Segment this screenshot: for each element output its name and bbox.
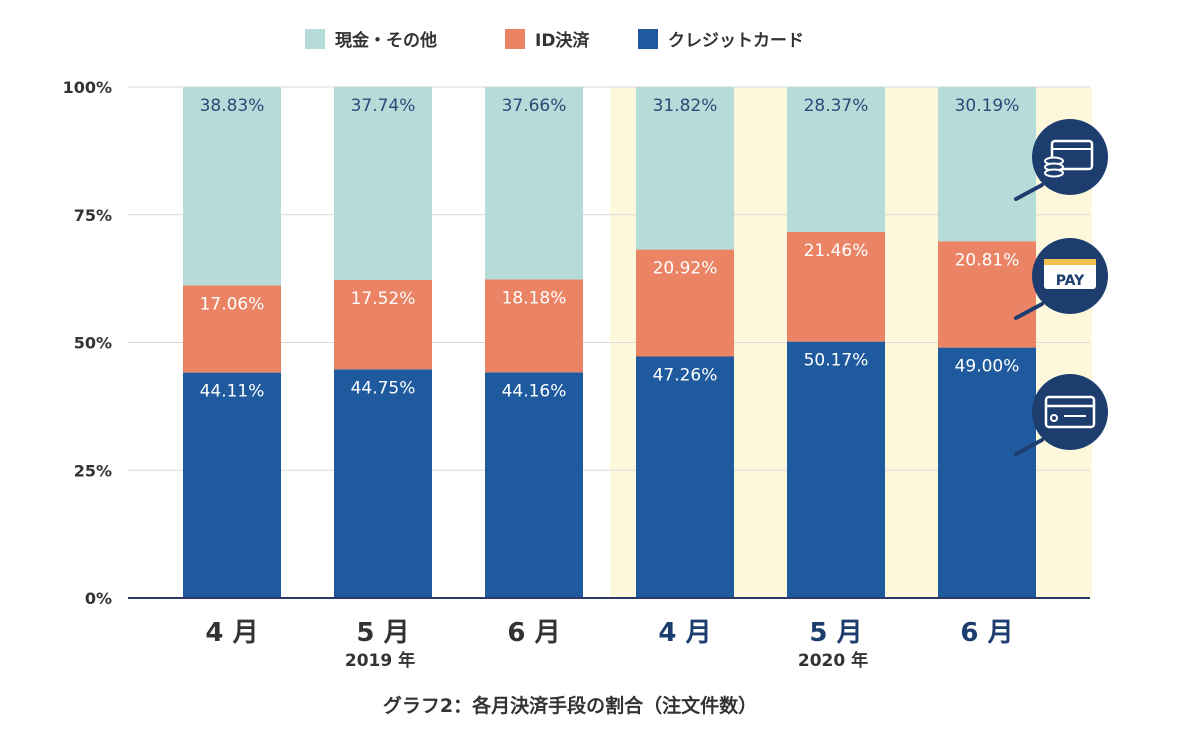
- legend-label: 現金・その他: [335, 30, 437, 51]
- bar-segment: [938, 87, 1036, 242]
- x-group-label: 2019 年: [345, 650, 415, 671]
- data-label: 31.82%: [653, 96, 718, 116]
- bar-layer: [183, 86, 1036, 598]
- data-label: 37.74%: [351, 96, 416, 116]
- card-outline: [1044, 395, 1096, 429]
- bar-segment: [183, 372, 281, 598]
- x-tick-label: 6 月: [507, 618, 560, 648]
- data-label: 50.17%: [804, 351, 869, 371]
- data-label: 44.11%: [200, 382, 265, 402]
- bar-segment: [636, 356, 734, 598]
- axis-layer: 0% 25% 50% 75% 100% 4 月 5 月 6 月 4 月 5 月 6 月 2019 年 2…: [63, 78, 1090, 671]
- coin-shape: [1044, 168, 1064, 178]
- pay-card-text: PAY: [1056, 273, 1085, 289]
- data-label: 21.46%: [804, 241, 869, 261]
- icon-layer: PAY: [1014, 119, 1108, 456]
- data-label: 49.00%: [955, 357, 1020, 377]
- bar-segment: [938, 241, 1036, 348]
- card-chip: [1050, 414, 1058, 422]
- data-label: 17.06%: [200, 294, 265, 314]
- bar-segment: [183, 285, 281, 373]
- bar-segment: [485, 279, 583, 373]
- x-tick-label: 4 月: [205, 618, 258, 648]
- bar-segment: [787, 231, 885, 342]
- y-tick-label: 50%: [74, 334, 112, 353]
- cash-wallet-icon: [1014, 119, 1108, 201]
- pay-card-icon: PAY: [1014, 238, 1108, 320]
- y-tick-label: 75%: [74, 206, 112, 225]
- credit-card-icon: [1014, 374, 1108, 456]
- x-tick-label: 5 月: [809, 618, 862, 648]
- data-label: 20.81%: [955, 250, 1020, 270]
- legend-swatch: [505, 29, 525, 49]
- bar-segment: [334, 279, 432, 370]
- data-label: 28.37%: [804, 96, 869, 116]
- bar-segment: [485, 87, 583, 280]
- x-tick-label: 4 月: [658, 618, 711, 648]
- bar-segment: [334, 369, 432, 598]
- data-label: 18.18%: [502, 288, 567, 308]
- x-group-label: 2020 年: [798, 650, 868, 671]
- y-tick-label: 0%: [85, 589, 112, 608]
- y-tick-label: 25%: [74, 461, 112, 480]
- legend-swatch: [305, 29, 325, 49]
- x-tick-label: 5 月: [356, 618, 409, 648]
- pay-card-body: [1044, 259, 1096, 289]
- bar-segment: [938, 347, 1036, 598]
- x-tick-label: 6 月: [960, 618, 1013, 648]
- icon-circle: [1032, 119, 1108, 195]
- legend-label: ID決済: [535, 30, 590, 51]
- chart-caption: グラフ2：各月決済手段の割合（注文件数）: [383, 694, 757, 717]
- pay-card-stripe: [1044, 259, 1096, 265]
- data-label: 20.92%: [653, 259, 718, 279]
- y-tick-label: 100%: [63, 78, 112, 97]
- bar-segment: [183, 87, 281, 286]
- legend-swatch: [638, 29, 658, 49]
- wallet-outline: [1050, 139, 1094, 171]
- bar-segment: [636, 249, 734, 357]
- bar-segment: [787, 87, 885, 232]
- bar-segment: [636, 87, 734, 250]
- icon-pointer: [1014, 438, 1044, 456]
- value-label-layer: 44.11% 17.06% 38.83% 44.75% 17.52% 37.74% 44.1…: [200, 96, 1020, 402]
- grid-layer: [128, 86, 1090, 471]
- bar-segment: [787, 341, 885, 598]
- data-label: 17.52%: [351, 289, 416, 309]
- legend: 現金・その他 ID決済 クレジットカード: [305, 29, 804, 51]
- data-label: 38.83%: [200, 96, 265, 116]
- bar-segment: [334, 86, 432, 280]
- icon-pointer: [1014, 302, 1044, 320]
- icon-pointer: [1014, 183, 1044, 201]
- data-label: 37.66%: [502, 96, 567, 116]
- data-label: 44.75%: [351, 378, 416, 398]
- data-label: 44.16%: [502, 381, 567, 401]
- data-label: 47.26%: [653, 366, 718, 386]
- bar-segment: [485, 372, 583, 598]
- icon-circle: [1032, 374, 1108, 450]
- data-label: 30.19%: [955, 96, 1020, 116]
- legend-label: クレジットカード: [668, 31, 804, 51]
